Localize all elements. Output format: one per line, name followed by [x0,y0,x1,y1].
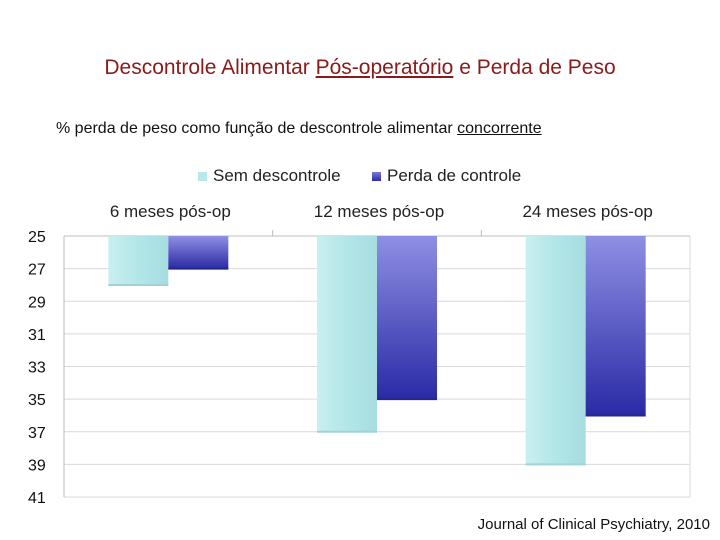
legend-label-sem-descontrole: Sem descontrole [213,166,341,185]
bar-sem-descontrole [108,236,169,285]
legend-swatch-perda-de-controle [372,171,381,181]
legend-swatch-sem-descontrole [198,171,207,181]
title-text-after: e Perda de Peso [453,56,616,79]
bar-perda-de-controle [585,236,646,416]
category-label: 24 meses pós-op [522,202,652,221]
chart-subtitle: % perda de peso como função de descontro… [56,120,542,138]
bar-perda-de-controle [168,236,229,269]
bar-chart: 25 27 29 31 33 35 37 39 41 6 meses pós-op 12 meses… [28,202,691,507]
legend-item-sem-descontrole: Sem descontrole [198,166,341,186]
subtitle-link-text: concorrente [457,120,542,137]
y-tick-label: 27 [28,262,46,279]
label-layer: 25 27 29 31 33 35 37 39 41 6 meses pós-op 12 meses… [28,202,653,507]
legend-label-perda-de-controle: Perda de controle [387,166,522,185]
y-tick-label: 29 [28,294,46,311]
y-tick-label: 35 [28,392,46,409]
y-tick-label: 31 [28,327,46,344]
y-tick-label: 33 [28,360,46,377]
subtitle-text: % perda de peso como função de descontro… [56,120,458,137]
bar-perda-de-controle [377,236,437,400]
chart-title: Descontrole Alimentar Pós-operatório e P… [0,56,720,80]
title-link-text: Pós-operatório [315,56,454,79]
source-citation: Journal of Clinical Psychiatry, 2010 [477,516,710,533]
category-label: 12 meses pós-op [314,202,444,221]
bar-sem-descontrole [525,236,586,465]
bar-layer [108,236,646,466]
y-tick-label: 39 [28,457,46,474]
y-tick-label: 41 [28,490,46,507]
title-text-before: Descontrole Alimentar [104,56,316,79]
legend-item-perda-de-controle: Perda de controle [372,166,521,186]
y-tick-label: 37 [28,425,46,442]
bar-sem-descontrole [317,236,377,432]
y-tick-label: 25 [28,229,46,246]
category-label: 6 meses pós-op [110,202,231,221]
chart-legend: Sem descontrole Perda de controle [0,166,720,190]
